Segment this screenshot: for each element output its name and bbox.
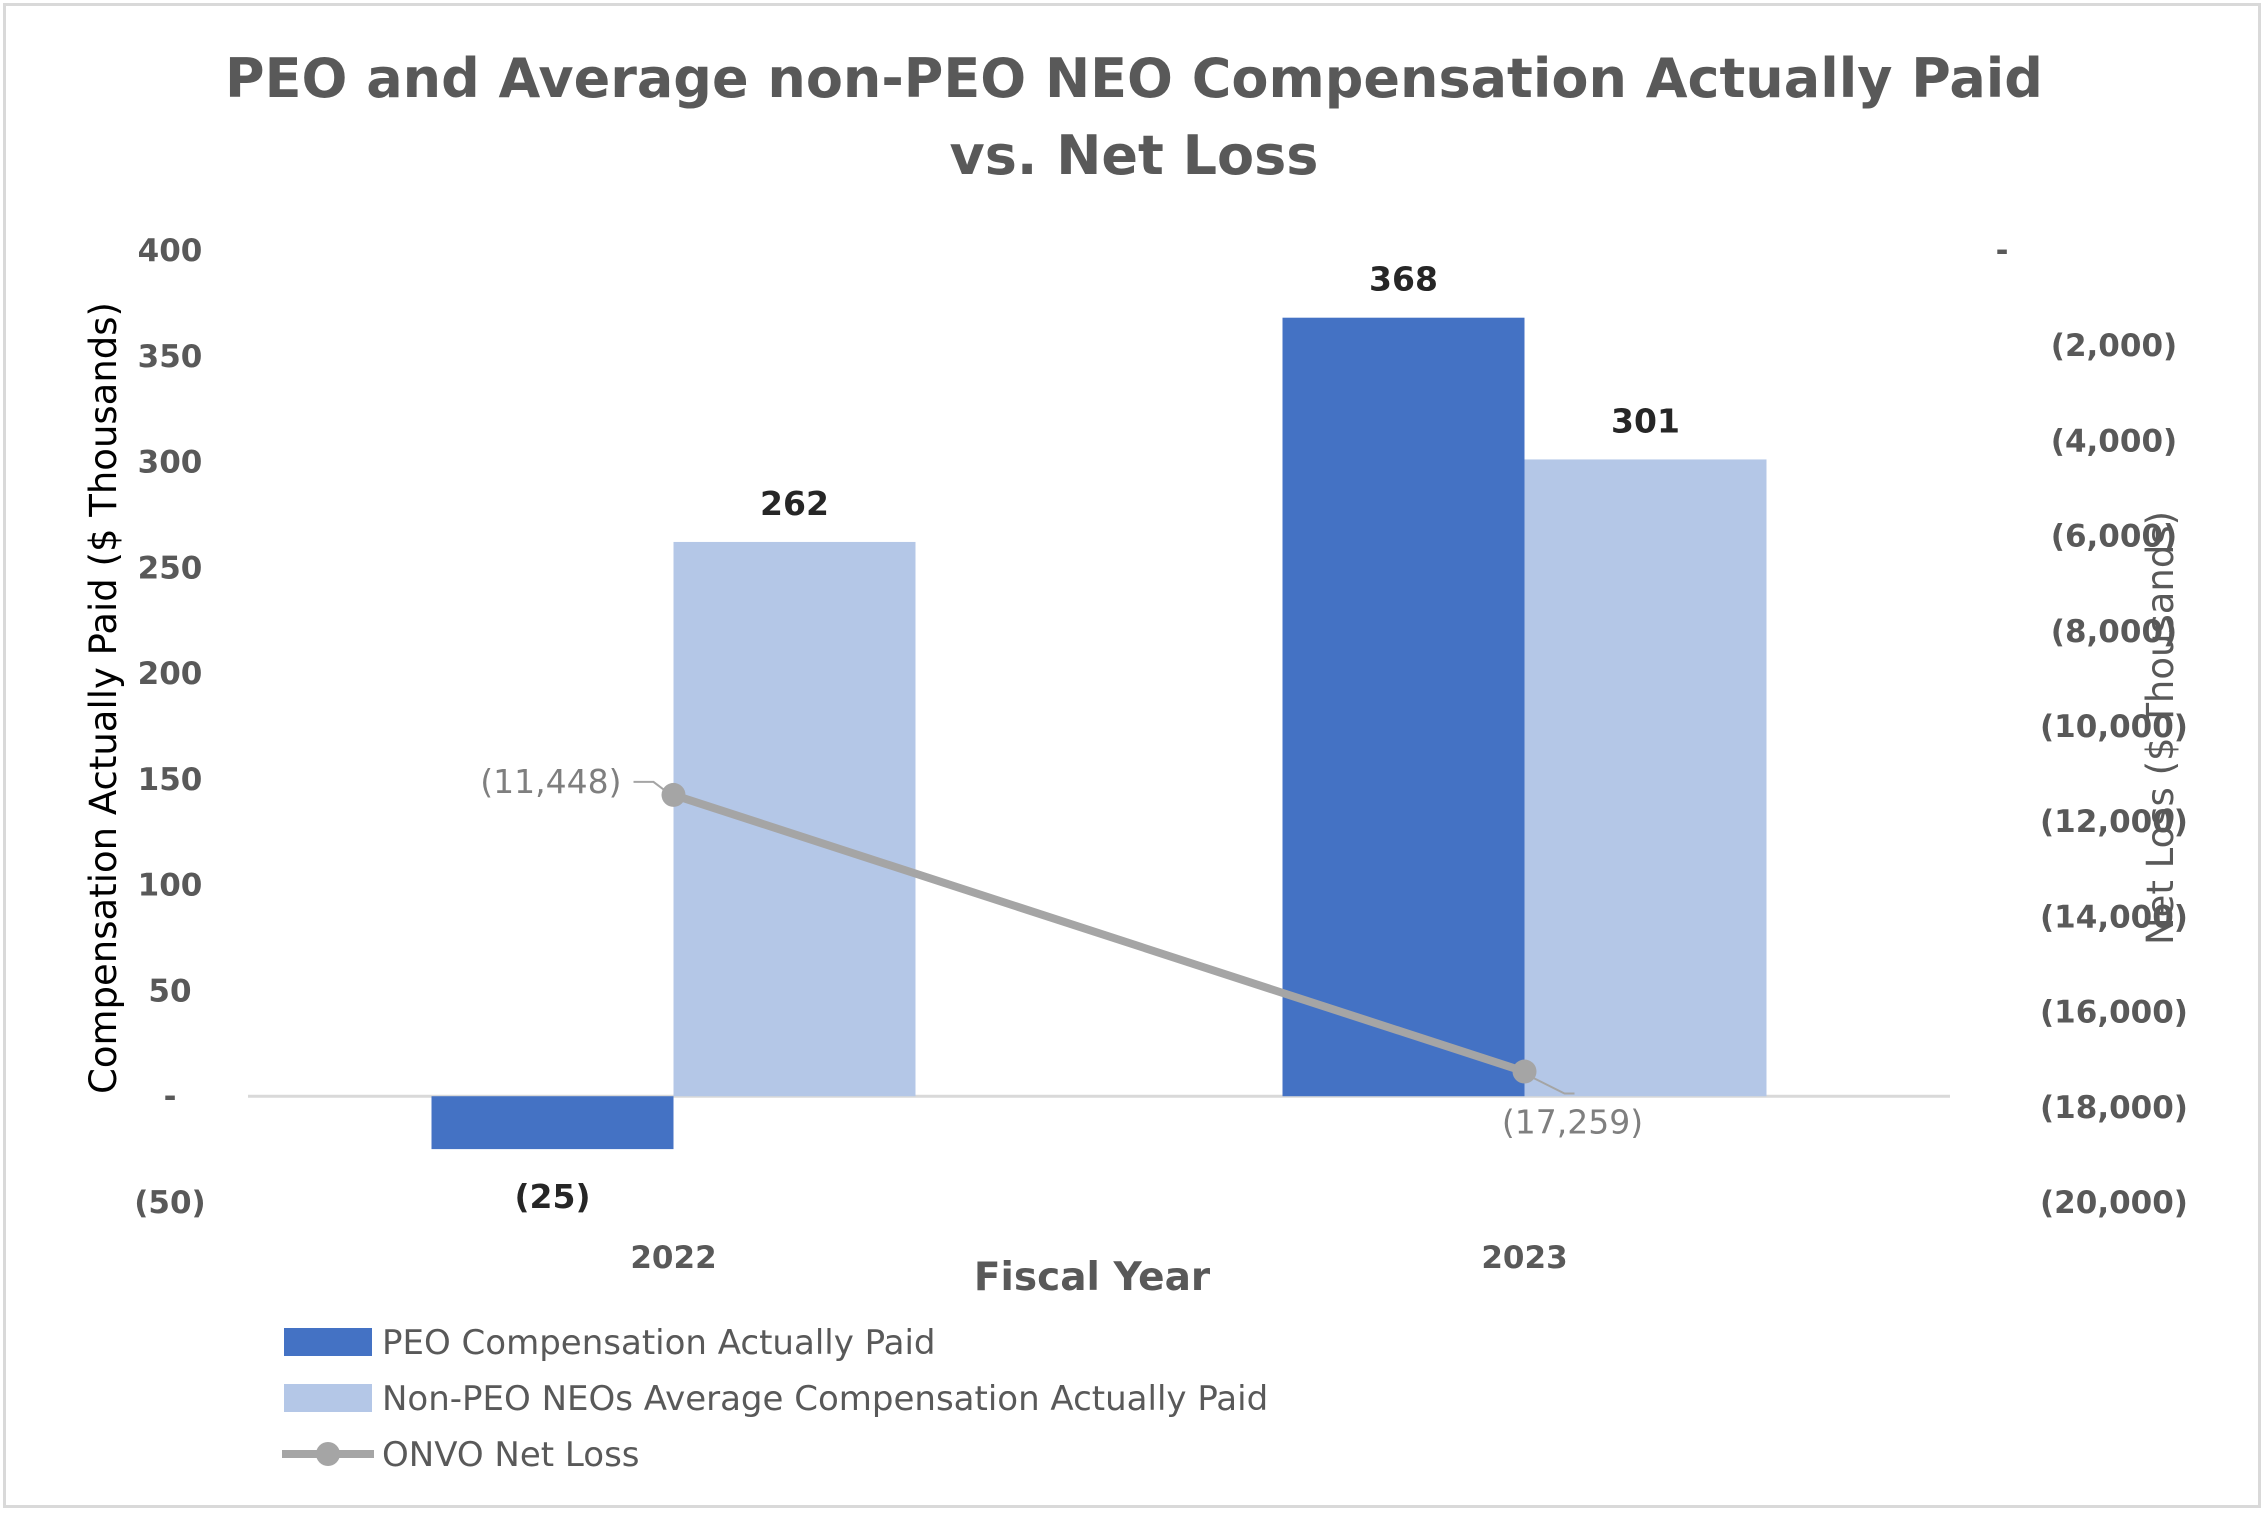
x-axis-tick-label: 2023 (1481, 1240, 1567, 1276)
legend-swatch-marker (316, 1442, 340, 1466)
left-axis-tick-label: 50 (148, 973, 191, 1009)
bar-peo-compensation-actually-paid-2022 (431, 1096, 674, 1150)
bar-peo-compensation-actually-paid-2023 (1282, 317, 1525, 1097)
legend-label: ONVO Net Loss (382, 1435, 640, 1475)
right-axis-tick-label: (6,000) (2051, 519, 2177, 555)
bar-non-peo-neos-average-compensation-actually-paid-2022 (673, 541, 916, 1097)
left-axis-tick-label: (50) (134, 1185, 205, 1221)
right-axis-tick-label: (12,000) (2040, 804, 2188, 840)
right-axis-tick-label: (18,000) (2040, 1090, 2188, 1126)
net-loss-data-label: (17,259) (1502, 1103, 1643, 1142)
chart-title-line-2: vs. Net Loss (950, 124, 1319, 187)
net-loss-label-leader (633, 780, 667, 792)
x-axis-tick-label: 2022 (630, 1240, 716, 1276)
right-axis-tick-label: (20,000) (2040, 1185, 2188, 1221)
bar-data-label: 262 (760, 484, 829, 523)
net-loss-line (672, 791, 1526, 1076)
right-axis-tick-label: (10,000) (2040, 709, 2188, 745)
bar-data-label: (25) (514, 1177, 590, 1216)
right-axis-tick-label: (2,000) (2051, 328, 2177, 364)
left-axis-tick-label: - (164, 1079, 177, 1115)
left-axis-tick-label: 300 (138, 445, 203, 481)
right-axis-tick-label: (8,000) (2051, 614, 2177, 650)
right-axis-tick-label: - (1996, 233, 2009, 269)
chart-frame (3, 3, 2261, 1508)
bar-data-label: 368 (1369, 260, 1438, 299)
left-axis-tick-label: 400 (138, 233, 203, 269)
left-axis-tick-label: 250 (138, 550, 203, 586)
left-axis-title: Compensation Actually Paid ($ Thousands) (82, 302, 125, 1094)
x-axis-title: Fiscal Year (974, 1255, 1211, 1300)
right-axis-tick-label: (14,000) (2040, 899, 2188, 935)
net-loss-point-2023 (1512, 1059, 1537, 1084)
legend-label: Non-PEO NEOs Average Compensation Actual… (382, 1379, 1268, 1419)
chart-title-line-1: PEO and Average non-PEO NEO Compensation… (225, 47, 2043, 110)
left-axis-tick-label: 150 (138, 762, 203, 798)
net-loss-point-2022 (661, 782, 686, 807)
net-loss-label-leader (1532, 1076, 1575, 1095)
right-axis-tick-label: (16,000) (2040, 995, 2188, 1031)
left-axis-tick-label: 200 (138, 656, 203, 692)
legend-swatch-2 (284, 1384, 372, 1412)
legend-label: PEO Compensation Actually Paid (382, 1323, 935, 1363)
net-loss-data-label: (11,448) (480, 762, 621, 801)
left-axis-tick-label: 100 (138, 868, 203, 904)
bar-non-peo-neos-average-compensation-actually-paid-2023 (1524, 459, 1767, 1097)
legend-swatch-1 (284, 1328, 372, 1356)
right-axis-tick-label: (4,000) (2051, 423, 2177, 459)
bar-data-label: 301 (1611, 401, 1680, 440)
left-axis-tick-label: 350 (138, 339, 203, 375)
right-axis-title: Net Loss ($ Thousands) (2139, 511, 2182, 945)
